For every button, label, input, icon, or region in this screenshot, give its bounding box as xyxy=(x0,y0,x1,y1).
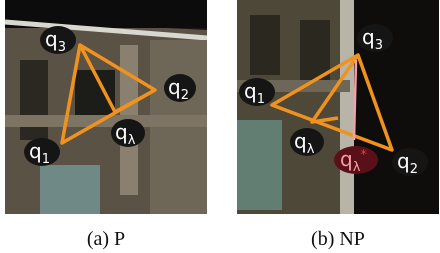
label-part: q xyxy=(29,139,42,163)
photo-a xyxy=(5,0,207,214)
label-part: 3 xyxy=(375,38,383,53)
label-part: 2 xyxy=(181,88,189,103)
label-part: * xyxy=(360,148,367,163)
label-part: λ xyxy=(128,133,136,148)
label-part: q xyxy=(340,147,353,171)
label-part: q xyxy=(115,120,128,144)
label-part: 2 xyxy=(410,162,418,177)
caption: (b) NP xyxy=(311,228,365,250)
caption: (a) P xyxy=(87,228,125,250)
label-part: q xyxy=(294,129,307,153)
label-part: q xyxy=(397,149,410,173)
label-part: 1 xyxy=(257,92,265,107)
label-part: 3 xyxy=(58,40,66,55)
figure: q3 q2 q1 qλ q3 q1 qλ qλ* q2 (a) P (b) NP xyxy=(0,0,440,253)
label-part: λ xyxy=(307,142,315,157)
label-part: q xyxy=(362,25,375,49)
photo-b xyxy=(237,0,439,214)
label-part: q xyxy=(168,75,181,99)
label-part: q xyxy=(244,79,257,103)
label-part: 1 xyxy=(42,152,50,167)
label-part: q xyxy=(45,27,58,51)
